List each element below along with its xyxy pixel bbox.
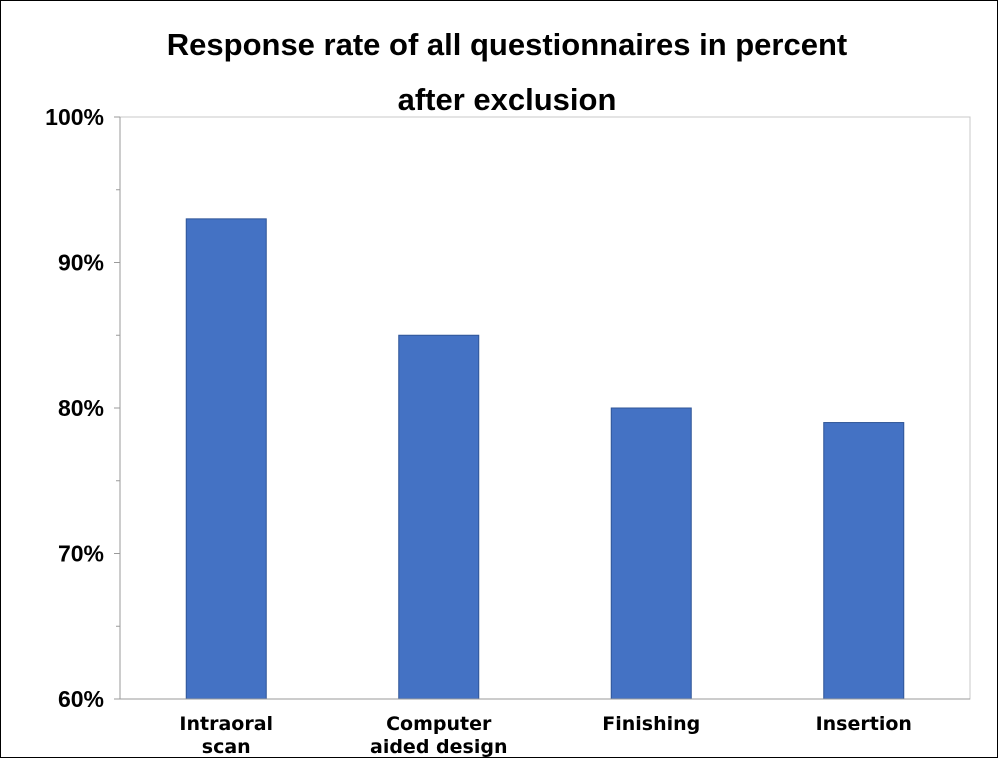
chart-title-line: Response rate of all questionnaires in p… (167, 27, 847, 62)
x-tick-label: Intraoral scan (179, 713, 273, 757)
x-axis: Intraoral scan Computer aided design Finishi… (120, 698, 970, 757)
y-tick-label: 90% (58, 250, 104, 276)
x-tick-label: Finishing (602, 713, 700, 735)
y-tick-label: 70% (58, 541, 104, 567)
bars (185, 218, 905, 700)
y-tick-label: 80% (58, 395, 104, 421)
y-axis: 60% 70% 80% 90% 100% (45, 104, 121, 712)
y-tick-label: 60% (58, 686, 104, 712)
x-tick-label: Computer aided design (370, 713, 507, 757)
chart-title-line: after exclusion (398, 82, 617, 117)
bar-4 (823, 422, 905, 700)
chart-title: Response rate of all questionnaires in p… (167, 27, 847, 117)
bar-3 (610, 407, 692, 700)
y-tick-label: 100% (45, 104, 104, 130)
bar-1 (185, 218, 267, 700)
x-tick-label: Insertion (816, 713, 912, 735)
bar-2 (398, 334, 480, 700)
